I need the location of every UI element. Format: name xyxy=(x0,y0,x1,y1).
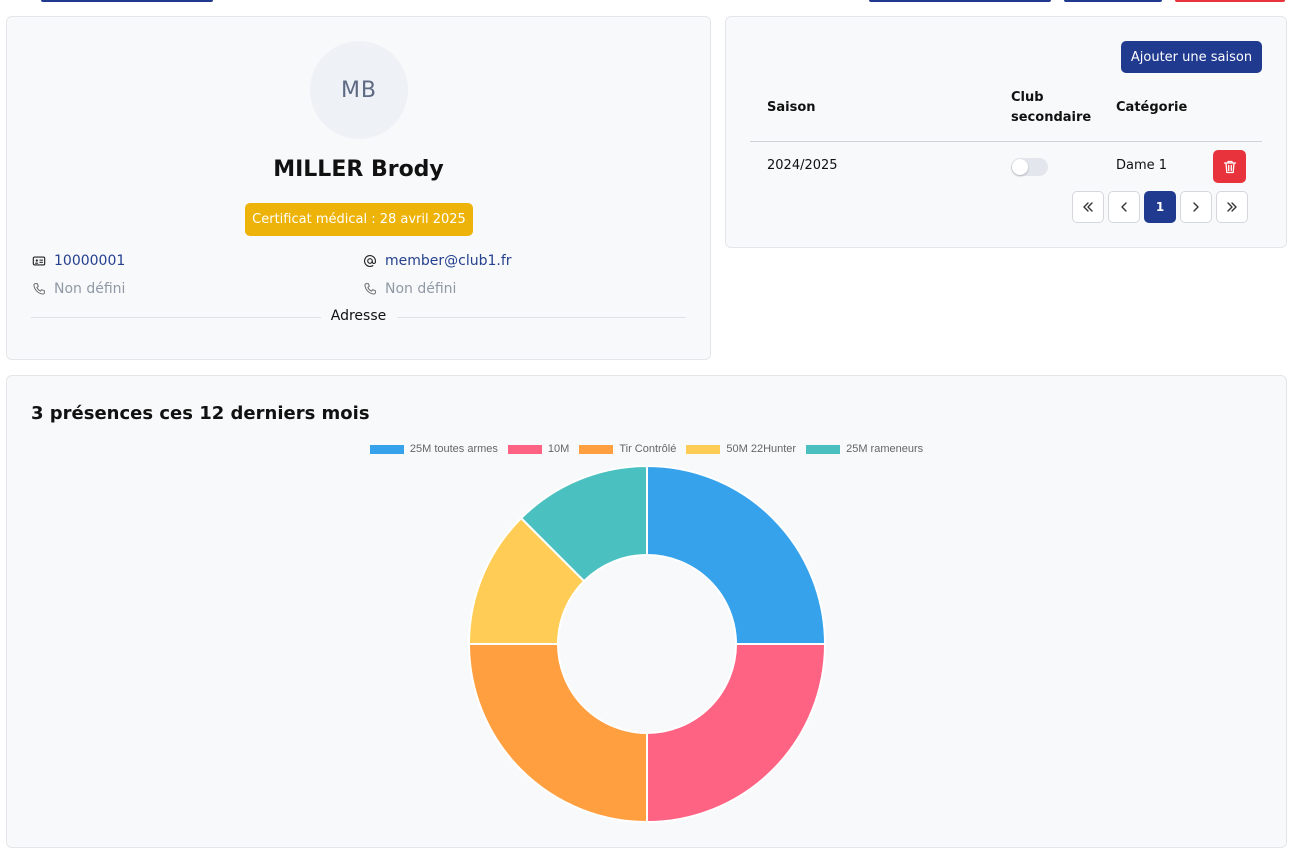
chevron-left-icon xyxy=(1121,202,1127,212)
legend-label: 10M xyxy=(547,443,570,455)
presence-title: 3 présences ces 12 derniers mois xyxy=(31,403,370,424)
row-season: 2024/2025 xyxy=(767,158,838,173)
header-category: Catégorie xyxy=(1116,100,1188,115)
phone-row-1: Non défini xyxy=(32,281,125,297)
legend-item[interactable]: 50M 22Hunter xyxy=(686,443,796,455)
chevrons-right-icon xyxy=(1227,202,1237,212)
legend-swatch xyxy=(507,444,542,454)
legend-item[interactable]: 25M rameneurs xyxy=(806,443,923,455)
license-number: 10000001 xyxy=(54,253,126,269)
seasons-card: Ajouter une saison Saison Club secondair… xyxy=(725,16,1287,248)
header-season: Saison xyxy=(767,100,816,115)
avatar-initials: MB xyxy=(340,77,378,103)
pagination-current-label: 1 xyxy=(1155,200,1165,214)
add-season-button[interactable]: Ajouter une saison xyxy=(1121,41,1262,73)
header-secondary-club: Club secondaire xyxy=(1011,88,1091,128)
presence-donut-chart xyxy=(467,464,827,824)
legend-swatch xyxy=(369,444,404,454)
address-divider-left xyxy=(31,317,321,318)
medical-certificate-text: Certificat médical : 28 avril 2025 xyxy=(252,212,466,227)
pagination-next[interactable] xyxy=(1180,191,1212,223)
top-button-delete[interactable] xyxy=(1175,0,1285,2)
phone-icon xyxy=(33,283,45,295)
member-name: MILLER Brody xyxy=(273,157,444,182)
chevrons-left-icon xyxy=(1083,202,1093,212)
member-card: MB MILLER Brody Certificat médical : 28 … xyxy=(6,16,711,360)
secondary-club-toggle[interactable] xyxy=(1011,158,1048,176)
phone-row-2: Non défini xyxy=(363,281,456,297)
email-link[interactable]: member@club1.fr xyxy=(385,253,512,269)
phone-value-2: Non défini xyxy=(385,281,457,297)
table-header-separator xyxy=(750,141,1262,142)
legend-label: 25M toutes armes xyxy=(409,443,498,455)
row-category: Dame 1 xyxy=(1116,158,1168,173)
legend-swatch xyxy=(806,444,841,454)
address-label: Adresse xyxy=(330,308,387,324)
email-row: member@club1.fr xyxy=(363,253,512,269)
chevron-right-icon xyxy=(1193,202,1199,212)
top-button-back[interactable] xyxy=(41,0,213,2)
address-divider-right xyxy=(397,317,686,318)
pagination-last[interactable] xyxy=(1216,191,1248,223)
presence-card: 3 présences ces 12 derniers mois 25M tou… xyxy=(6,375,1287,848)
legend-item[interactable]: Tir Contrôlé xyxy=(579,443,676,455)
legend-swatch xyxy=(686,444,721,454)
pagination-first[interactable] xyxy=(1072,191,1104,223)
pagination-page-1[interactable]: 1 xyxy=(1144,191,1176,223)
pagination-prev[interactable] xyxy=(1108,191,1140,223)
at-sign-icon xyxy=(364,255,376,267)
top-toolbar xyxy=(0,0,1292,3)
phone-icon xyxy=(364,283,376,295)
medical-certificate-badge: Certificat médical : 28 avril 2025 xyxy=(245,203,473,236)
header-secondary-club-line2: secondaire xyxy=(1011,110,1092,125)
legend-item[interactable]: 10M xyxy=(507,443,570,455)
avatar: MB xyxy=(310,41,408,139)
legend-label: Tir Contrôlé xyxy=(619,443,677,455)
legend-label: 50M 22Hunter xyxy=(726,443,797,455)
chart-legend: 25M toutes armes 10M Tir Contrôlé 50M 22Hun… xyxy=(7,443,1286,455)
delete-season-button[interactable] xyxy=(1213,150,1246,183)
top-button-edit[interactable] xyxy=(869,0,1051,2)
trash-icon xyxy=(1223,160,1236,173)
toggle-knob xyxy=(1012,159,1028,175)
legend-swatch xyxy=(579,444,614,454)
license-number-row: 10000001 xyxy=(32,253,125,269)
header-secondary-club-line1: Club xyxy=(1011,90,1044,105)
donut-slice[interactable] xyxy=(646,643,827,824)
legend-label: 25M rameneurs xyxy=(846,443,924,455)
phone-value-1: Non défini xyxy=(54,281,126,297)
top-button-action[interactable] xyxy=(1064,0,1162,2)
legend-item[interactable]: 25M toutes armes xyxy=(369,443,498,455)
donut-slice[interactable] xyxy=(467,643,648,824)
id-card-icon xyxy=(32,256,46,266)
donut-slice[interactable] xyxy=(646,464,827,645)
donut-slice[interactable] xyxy=(519,464,648,583)
